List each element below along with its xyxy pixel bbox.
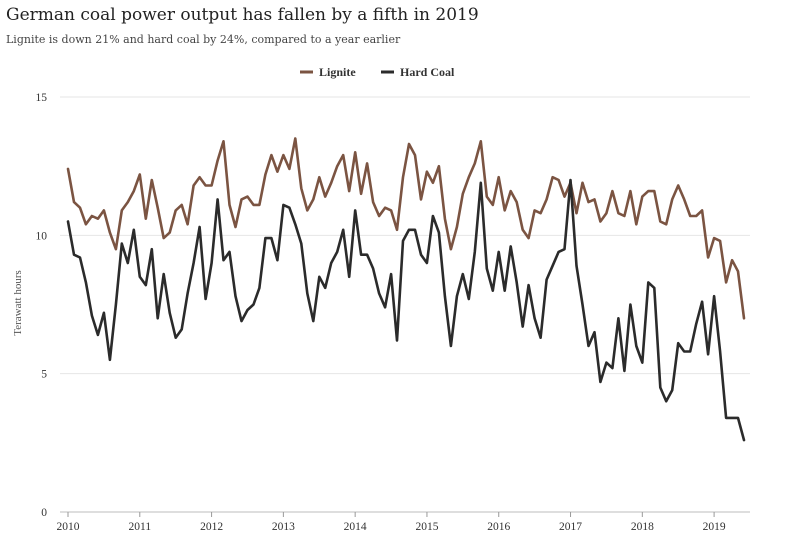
chart-title: German coal power output has fallen by a… — [6, 5, 479, 25]
x-tick-label: 2010 — [57, 521, 80, 533]
y-axis-ticks: 0 5 10 15 — [36, 92, 48, 519]
x-tick-label: 2018 — [631, 521, 654, 533]
y-tick-label: 15 — [36, 92, 48, 104]
x-tick-label: 2013 — [272, 521, 295, 533]
legend-label: Hard Coal — [400, 65, 455, 79]
y-axis-label: Terawatt hours — [12, 270, 24, 336]
series-line-lignite — [66, 137, 746, 320]
x-tick-label: 2019 — [703, 521, 726, 533]
y-tick-label: 10 — [36, 230, 48, 242]
x-tick-label: 2016 — [487, 521, 510, 533]
legend-label: Lignite — [319, 65, 356, 79]
x-tick-label: 2015 — [415, 521, 438, 533]
y-tick-label: 0 — [41, 507, 47, 519]
chart-subtitle: Lignite is down 21% and hard coal by 24%… — [6, 33, 401, 46]
y-tick-label: 5 — [41, 369, 47, 381]
x-tick-label: 2011 — [129, 521, 152, 533]
series-line-hard-coal — [66, 178, 746, 442]
series-lines — [66, 137, 746, 442]
x-axis-ticks: 2010 2011 2012 2013 2014 2015 2016 2017 2018 2019 — [57, 512, 726, 533]
x-tick-label: 2012 — [200, 521, 223, 533]
x-tick-label: 2017 — [559, 521, 582, 533]
legend: Lignite Hard Coal — [300, 65, 455, 79]
x-tick-label: 2014 — [344, 521, 367, 533]
